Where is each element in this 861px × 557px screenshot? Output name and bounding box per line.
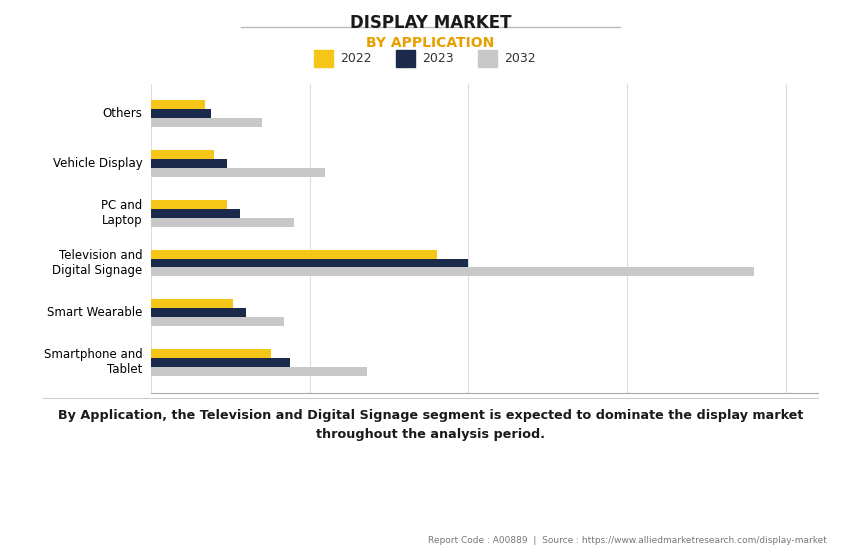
Bar [151, 367, 367, 376]
Bar [151, 109, 211, 118]
Bar [151, 118, 262, 127]
Text: By Application, the Television and Digital Signage segment is expected to domina: By Application, the Television and Digit… [58, 409, 803, 441]
Bar [151, 218, 294, 227]
Bar [151, 168, 325, 177]
Bar [151, 159, 227, 168]
Bar [151, 258, 468, 267]
Bar [151, 267, 754, 276]
Bar [151, 349, 271, 358]
Text: 2022: 2022 [340, 52, 372, 65]
Bar [151, 250, 437, 258]
Bar [151, 100, 205, 109]
Text: Report Code : A00889  |  Source : https://www.alliedmarketresearch.com/display-m: Report Code : A00889 | Source : https://… [428, 536, 827, 545]
Bar [151, 299, 233, 308]
Bar [151, 150, 214, 159]
Text: DISPLAY MARKET: DISPLAY MARKET [350, 14, 511, 32]
Bar [151, 200, 227, 209]
Bar [151, 358, 290, 367]
Text: 2023: 2023 [422, 52, 454, 65]
Bar [151, 308, 246, 317]
Text: BY APPLICATION: BY APPLICATION [367, 36, 494, 50]
Bar [151, 209, 239, 218]
Text: 2032: 2032 [504, 52, 536, 65]
Bar [151, 317, 284, 326]
